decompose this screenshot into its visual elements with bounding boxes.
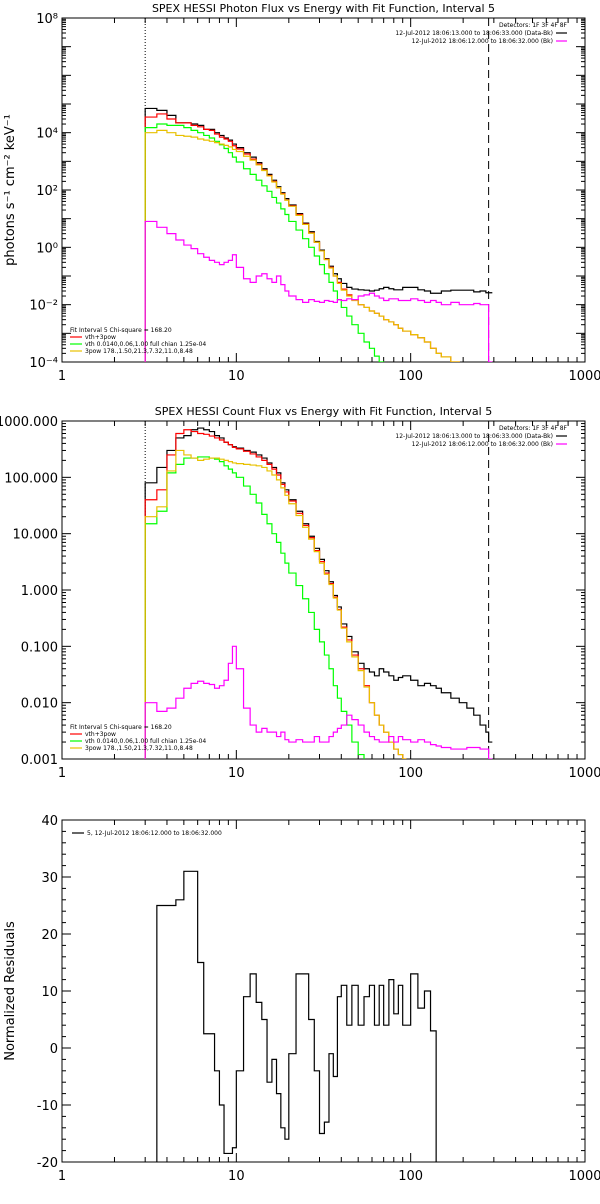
legend-entry-label: 12-Jul-2012 18:06:13.000 to 18:06:33.000… — [395, 433, 553, 440]
x-tick-label: 1000 — [568, 766, 600, 781]
series-2-line — [144, 429, 407, 759]
x-tick-label: 1 — [58, 369, 66, 384]
legend-entry-label: vth 0.0140,0.06,1.00 full chian 1.25e-04 — [85, 341, 206, 348]
series-2-line — [144, 113, 460, 362]
plot-frame — [61, 17, 586, 363]
legend-entry-label: 12-Jul-2012 18:06:12.000 to 18:06:32.000… — [412, 441, 553, 448]
chart-panel-1: SPEX HESSI Photon Flux vs Energy with Fi… — [3, 2, 600, 384]
y-tick-label: 0.001 — [21, 753, 58, 768]
x-tick-label: 10 — [228, 369, 245, 384]
series-1-line — [144, 427, 493, 759]
y-tick-label: -20 — [37, 1156, 58, 1171]
legend-header: Detectors: 1F 3F 4F 8F — [499, 22, 568, 29]
legend-top-left: 5, 12-Jul-2012 18:06:12.000 to 18:06:32.… — [72, 830, 222, 837]
plot-area — [144, 421, 493, 759]
y-tick-label: 10⁻² — [29, 299, 58, 314]
y-tick-label: 10⁴ — [36, 127, 58, 142]
y-tick-label: 30 — [41, 871, 58, 886]
series-1-line — [144, 107, 493, 362]
y-tick-label: 10.000 — [13, 528, 59, 543]
legend-entry-label: vth 0.0140,0.06,1.00 full chian 1.25e-04 — [85, 738, 206, 745]
x-tick-label: 100 — [398, 1169, 423, 1184]
legend-entry-label: 5, 12-Jul-2012 18:06:12.000 to 18:06:32.… — [87, 830, 222, 837]
x-tick-label: 100 — [398, 369, 423, 384]
chart-panel-2: SPEX HESSI Count Flux vs Energy with Fit… — [0, 405, 600, 781]
legend-entry-label: vth+3pow — [85, 334, 116, 341]
y-tick-label: 100.000 — [4, 471, 58, 486]
y-tick-label: 20 — [41, 928, 58, 943]
y-tick-label: 10⁻⁴ — [29, 356, 58, 371]
x-tick-label: 100 — [398, 766, 423, 781]
y-tick-label: 40 — [41, 814, 58, 829]
x-tick-label: 10 — [228, 766, 245, 781]
legend-bottom-left: Fit Interval 5 Chi-square = 168.20vth+3p… — [70, 724, 206, 752]
series-3-line — [144, 456, 365, 759]
series-3-line — [144, 123, 385, 362]
legend-header: Fit Interval 5 Chi-square = 168.20 — [70, 327, 172, 334]
series-5-line — [144, 220, 493, 362]
y-tick-label: 0.100 — [21, 640, 58, 655]
legend-entry-label: 12-Jul-2012 18:06:13.000 to 18:06:33.000… — [395, 30, 553, 37]
legend-entry-label: 3pow 178.,1.50,21.3,7.32,11.0,8.48 — [85, 745, 193, 752]
y-axis-label: photons s⁻¹ cm⁻² keV⁻¹ — [3, 114, 18, 266]
y-tick-label: 0 — [50, 1042, 58, 1057]
x-tick-label: 1 — [58, 1169, 66, 1184]
y-tick-label: 10⁰ — [36, 241, 58, 256]
legend-bottom-left: Fit Interval 5 Chi-square = 168.20vth+3p… — [70, 327, 206, 355]
series-1-line — [144, 870, 437, 1162]
y-axis-label: Normalized Residuals — [3, 921, 18, 1061]
legend-entry-label: 12-Jul-2012 18:06:12.000 to 18:06:32.000… — [412, 38, 553, 45]
legend-header: Fit Interval 5 Chi-square = 168.20 — [70, 724, 172, 731]
chart-title: SPEX HESSI Count Flux vs Energy with Fit… — [155, 405, 492, 418]
series-4-line — [144, 129, 460, 362]
x-tick-label: 1000 — [568, 1169, 600, 1184]
y-tick-label: 1000.000 — [0, 415, 58, 430]
plot-area — [144, 18, 493, 362]
y-tick-label: 10⁸ — [36, 12, 58, 27]
y-tick-label: -10 — [37, 1099, 58, 1114]
plot-frame — [61, 819, 586, 1163]
x-tick-label: 1 — [58, 766, 66, 781]
y-tick-label: 10 — [41, 985, 58, 1000]
series-5-line — [144, 645, 493, 759]
x-tick-label: 10 — [228, 1169, 245, 1184]
y-tick-label: 1.000 — [21, 584, 58, 599]
plot-area — [144, 870, 437, 1162]
legend-entry-label: 3pow 178.,1.50,21.3,7.32,11.0,8.48 — [85, 348, 193, 355]
legend-header: Detectors: 1F 3F 4F 8F — [499, 425, 568, 432]
legend-entry-label: vth+3pow — [85, 731, 116, 738]
series-4-line — [144, 449, 407, 759]
chart-panel-3: Normalized Residuals 1 10 100 1000 -20 -10 0 10 2… — [3, 814, 600, 1184]
y-tick-label: 10² — [36, 184, 58, 199]
y-tick-label: 0.010 — [21, 697, 58, 712]
chart-title: SPEX HESSI Photon Flux vs Energy with Fi… — [152, 2, 495, 15]
x-tick-label: 1000 — [568, 369, 600, 384]
plot-frame — [61, 420, 586, 760]
